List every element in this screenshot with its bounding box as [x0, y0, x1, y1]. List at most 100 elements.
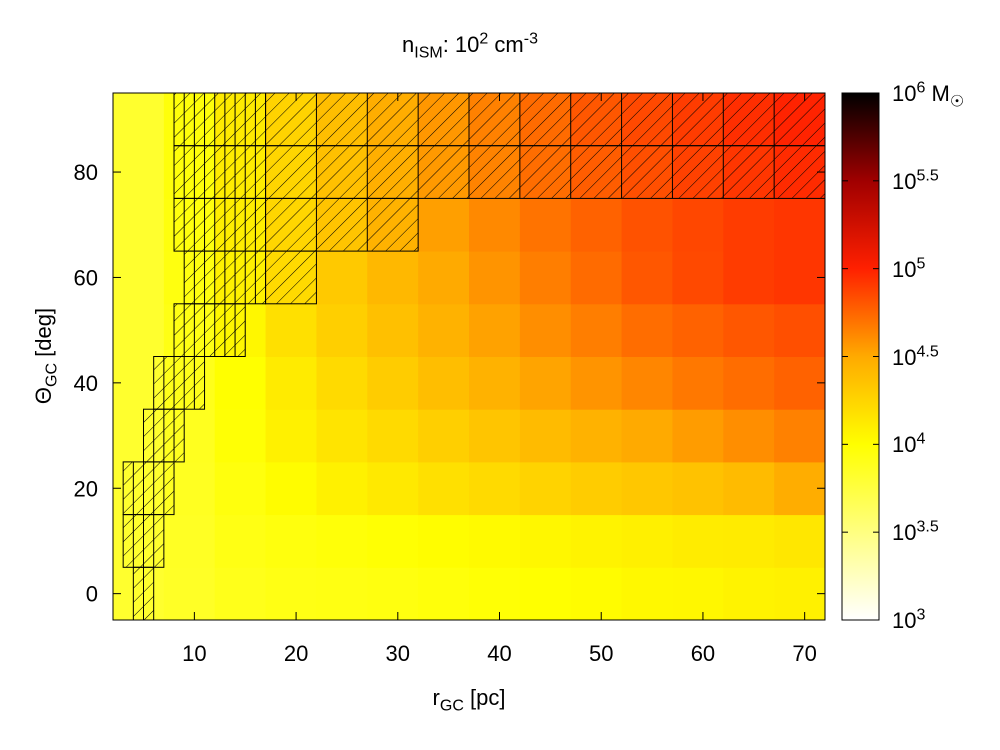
chart-title: nISM: 102 cm-3	[402, 30, 538, 62]
heatmap-cell	[519, 461, 572, 516]
heatmap-cell	[672, 514, 724, 568]
x-axis-label: rGC [pc]	[432, 685, 506, 715]
heatmap-cell	[774, 356, 826, 410]
heatmap-cell	[774, 198, 826, 252]
x-tick-label: 30	[386, 641, 410, 666]
heatmap-cell	[570, 514, 623, 568]
heatmap-cell	[519, 198, 572, 252]
x-tick-label: 60	[691, 641, 715, 666]
heatmap-cell	[672, 251, 724, 305]
heatmap-cell	[265, 409, 317, 463]
heatmap-cell	[418, 409, 470, 463]
hatched-region	[265, 250, 317, 305]
heatmap-cell	[418, 514, 470, 568]
heatmap-cell	[265, 461, 317, 516]
heatmap-cell	[570, 461, 623, 516]
heatmap-cell	[265, 514, 317, 568]
heatmap-cell	[621, 198, 673, 252]
heatmap-cell	[214, 514, 267, 568]
heatmap-cell	[570, 251, 623, 305]
hatched-regions	[122, 93, 825, 620]
y-tick-label: 0	[86, 582, 98, 607]
heatmap-cell	[418, 461, 470, 516]
heatmap-cell	[469, 461, 521, 516]
colorbar	[841, 92, 880, 621]
heatmap-cell	[367, 251, 419, 305]
heatmap-cell	[214, 567, 267, 621]
x-tick-label: 70	[792, 641, 816, 666]
heatmap-cell	[723, 461, 775, 516]
x-axis-ticks: 10 20 30 40 50 60 70	[182, 93, 817, 666]
heatmap-cell	[316, 514, 368, 568]
heatmap-cell	[469, 409, 521, 463]
heatmap-cell	[570, 303, 623, 357]
heatmap-cell	[774, 461, 826, 516]
heatmap-cell	[214, 461, 267, 516]
colorbar-tick-label: 104	[892, 431, 926, 458]
heatmap-cell	[519, 251, 572, 305]
x-tick-label: 40	[487, 641, 511, 666]
hatched-region	[265, 145, 825, 199]
heatmap-cell	[367, 303, 419, 357]
hatched-region	[265, 197, 419, 252]
heatmap-cell	[723, 514, 775, 568]
heatmap-cell	[418, 251, 470, 305]
y-axis-label: ΘGC [deg]	[31, 307, 61, 405]
heatmap-cell	[316, 567, 368, 621]
heatmap-cell	[367, 409, 419, 463]
y-tick-label: 80	[74, 160, 98, 185]
y-axis-ticks: 0 20 40 60 80	[74, 160, 825, 607]
heatmap-cell	[723, 567, 775, 621]
y-tick-label: 40	[74, 371, 98, 396]
heatmap-cell	[570, 409, 623, 463]
heatmap-cell	[113, 198, 165, 252]
hatched-region	[173, 145, 267, 199]
heatmap-cell	[113, 251, 165, 305]
y-tick-label: 20	[74, 476, 98, 501]
heatmap-cell	[316, 409, 368, 463]
heatmap-cell	[672, 567, 724, 621]
heatmap-cell	[113, 93, 165, 147]
hatched-region	[173, 303, 246, 357]
hatched-region	[153, 356, 206, 410]
heatmap-cell	[723, 356, 775, 410]
heatmap-cell	[418, 303, 470, 357]
heatmap-cell	[774, 251, 826, 305]
heatmap-cell	[672, 198, 724, 252]
heatmap-cell	[469, 251, 521, 305]
x-tick-label: 10	[182, 641, 206, 666]
heatmap-cell	[469, 303, 521, 357]
heatmap-cell	[214, 409, 267, 463]
heatmap-cell	[774, 409, 826, 463]
heatmap-cell	[316, 356, 368, 410]
colorbar-tick-label: 103	[892, 606, 926, 633]
heatmap-cell	[367, 514, 419, 568]
heatmap-cell	[621, 514, 673, 568]
heatmap-cell	[316, 461, 368, 516]
heatmap-cell	[265, 567, 317, 621]
heatmap-cell	[570, 356, 623, 410]
heatmap-cell	[519, 303, 572, 357]
hatched-region	[122, 461, 175, 516]
heatmap-cell	[621, 303, 673, 357]
heatmap-cell	[519, 567, 572, 621]
heatmap-cell	[113, 303, 165, 357]
heatmap-cell	[367, 356, 419, 410]
heatmap-cell	[265, 356, 317, 410]
hatched-region	[173, 93, 267, 147]
heatmap-cell	[469, 567, 521, 621]
heatmap-cell	[723, 251, 775, 305]
heatmap-cell	[723, 303, 775, 357]
heatmap-cell	[723, 198, 775, 252]
heatmap-cell	[672, 461, 724, 516]
heatmap-cell	[621, 461, 673, 516]
heatmap-cell	[418, 198, 470, 252]
heatmap-cell	[469, 356, 521, 410]
heatmap-cell	[672, 356, 724, 410]
heatmap-cell	[570, 567, 623, 621]
heatmap-cell	[316, 251, 368, 305]
heatmap-cell	[367, 461, 419, 516]
heatmap-cell	[621, 356, 673, 410]
x-tick-label: 20	[284, 641, 308, 666]
